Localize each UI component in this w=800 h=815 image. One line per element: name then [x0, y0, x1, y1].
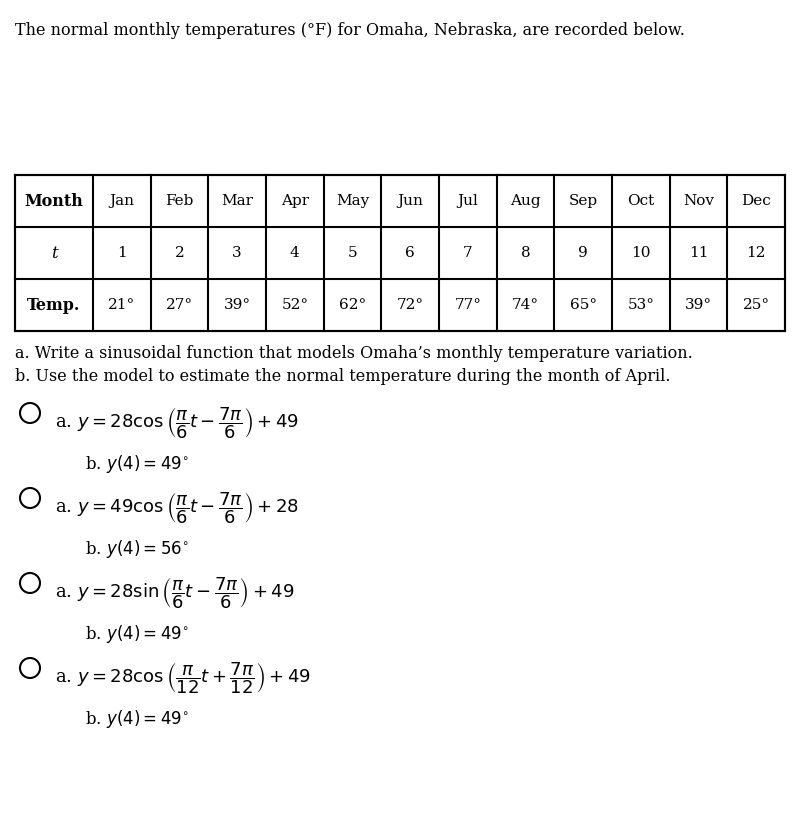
Text: t: t [50, 244, 58, 262]
Circle shape [20, 403, 40, 423]
Text: 2: 2 [174, 246, 184, 260]
Circle shape [20, 658, 40, 678]
Text: Feb: Feb [166, 194, 194, 208]
Text: 53°: 53° [627, 298, 654, 312]
Text: 21°: 21° [108, 298, 135, 312]
Text: a. $y = 49\cos\left(\dfrac{\pi}{6}t - \dfrac{7\pi}{6}\right) + 28$: a. $y = 49\cos\left(\dfrac{\pi}{6}t - \d… [55, 490, 298, 526]
Text: Jul: Jul [458, 194, 478, 208]
Text: Temp.: Temp. [27, 297, 81, 314]
Text: Sep: Sep [569, 194, 598, 208]
Text: 3: 3 [232, 246, 242, 260]
Text: b. $\mathit{y}(4) = 56^{\circ}$: b. $\mathit{y}(4) = 56^{\circ}$ [85, 538, 189, 560]
Text: 7: 7 [463, 246, 473, 260]
Text: a. Write a sinusoidal function that models Omaha’s monthly temperature variation: a. Write a sinusoidal function that mode… [15, 345, 693, 362]
Text: 25°: 25° [742, 298, 770, 312]
Text: 39°: 39° [685, 298, 712, 312]
Text: 65°: 65° [570, 298, 597, 312]
Text: 6: 6 [406, 246, 415, 260]
Text: 8: 8 [521, 246, 530, 260]
Text: Month: Month [25, 192, 83, 209]
Text: b. $\mathit{y}(4) = 49^{\circ}$: b. $\mathit{y}(4) = 49^{\circ}$ [85, 453, 189, 475]
Text: Oct: Oct [627, 194, 654, 208]
Text: b. $\mathit{y}(4) = 49^{\circ}$: b. $\mathit{y}(4) = 49^{\circ}$ [85, 708, 189, 730]
Text: 77°: 77° [454, 298, 482, 312]
Text: a. $y = 28\cos\left(\dfrac{\pi}{12}t + \dfrac{7\pi}{12}\right) + 49$: a. $y = 28\cos\left(\dfrac{\pi}{12}t + \… [55, 660, 311, 696]
Text: Nov: Nov [683, 194, 714, 208]
Text: Jun: Jun [398, 194, 423, 208]
Text: 10: 10 [631, 246, 650, 260]
Text: Mar: Mar [221, 194, 253, 208]
Text: 52°: 52° [282, 298, 308, 312]
Text: 9: 9 [578, 246, 588, 260]
Text: a. $y = 28\cos\left(\dfrac{\pi}{6}t - \dfrac{7\pi}{6}\right) + 49$: a. $y = 28\cos\left(\dfrac{\pi}{6}t - \d… [55, 405, 299, 441]
Text: 12: 12 [746, 246, 766, 260]
Text: 4: 4 [290, 246, 300, 260]
Text: Aug: Aug [510, 194, 541, 208]
Text: 5: 5 [348, 246, 358, 260]
Text: 1: 1 [117, 246, 126, 260]
Circle shape [20, 573, 40, 593]
Circle shape [20, 488, 40, 508]
Text: b. Use the model to estimate the normal temperature during the month of April.: b. Use the model to estimate the normal … [15, 368, 670, 385]
Text: a. $y = 28\sin\left(\dfrac{\pi}{6}t - \dfrac{7\pi}{6}\right) + 49$: a. $y = 28\sin\left(\dfrac{\pi}{6}t - \d… [55, 575, 294, 610]
Text: May: May [336, 194, 369, 208]
Text: Jan: Jan [110, 194, 134, 208]
Text: Apr: Apr [281, 194, 309, 208]
Text: b. $\mathit{y}(4) = 49^{\circ}$: b. $\mathit{y}(4) = 49^{\circ}$ [85, 623, 189, 645]
Text: 72°: 72° [397, 298, 424, 312]
Text: 11: 11 [689, 246, 708, 260]
Text: 74°: 74° [512, 298, 539, 312]
Text: 39°: 39° [224, 298, 250, 312]
Text: 62°: 62° [339, 298, 366, 312]
Text: Dec: Dec [742, 194, 771, 208]
Text: The normal monthly temperatures (°F) for Omaha, Nebraska, are recorded below.: The normal monthly temperatures (°F) for… [15, 22, 685, 39]
Text: 27°: 27° [166, 298, 193, 312]
Bar [15, 175, 785, 331]
